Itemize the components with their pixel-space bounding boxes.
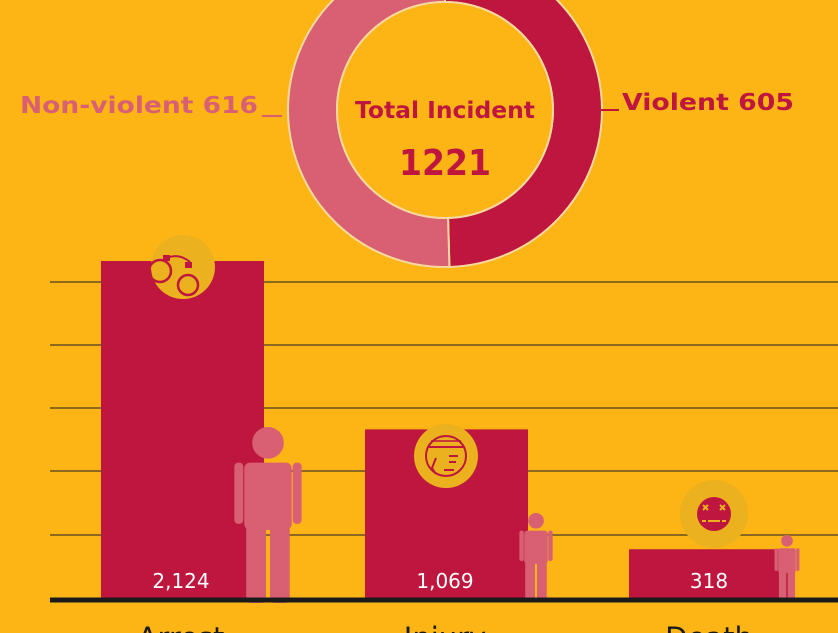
bar-value-label: 2,124 <box>152 569 209 593</box>
donut-chart: Total Incident 1221 Violent 605 Non-viol… <box>20 0 794 268</box>
donut-center <box>336 1 554 219</box>
donut-center-label: Total Incident <box>355 98 535 124</box>
bar-death <box>629 549 792 600</box>
donut-total-value: 1221 <box>399 143 491 184</box>
person-figures <box>234 427 800 604</box>
violent-label: Violent 605 <box>622 90 794 116</box>
bar-value-labels: 2,124 1,069 318 <box>152 569 728 593</box>
person-icon <box>234 427 302 604</box>
person-icon <box>519 513 553 601</box>
handcuffs-icon <box>147 235 215 299</box>
bar-category-labels: Arrest Injury Death <box>138 621 753 633</box>
injured-face-icon <box>414 424 478 488</box>
bar-value-label: 1,069 <box>416 569 473 593</box>
bar-arrest <box>101 261 264 600</box>
bar-series <box>101 261 792 600</box>
category-label: Arrest <box>138 621 225 633</box>
category-label: Injury <box>404 621 486 633</box>
non-violent-label: Non-violent 616 <box>20 93 258 119</box>
person-icon <box>774 535 800 601</box>
bar-value-label: 318 <box>690 569 728 593</box>
category-label: Death <box>665 621 753 633</box>
dead-face-icon <box>680 480 748 548</box>
